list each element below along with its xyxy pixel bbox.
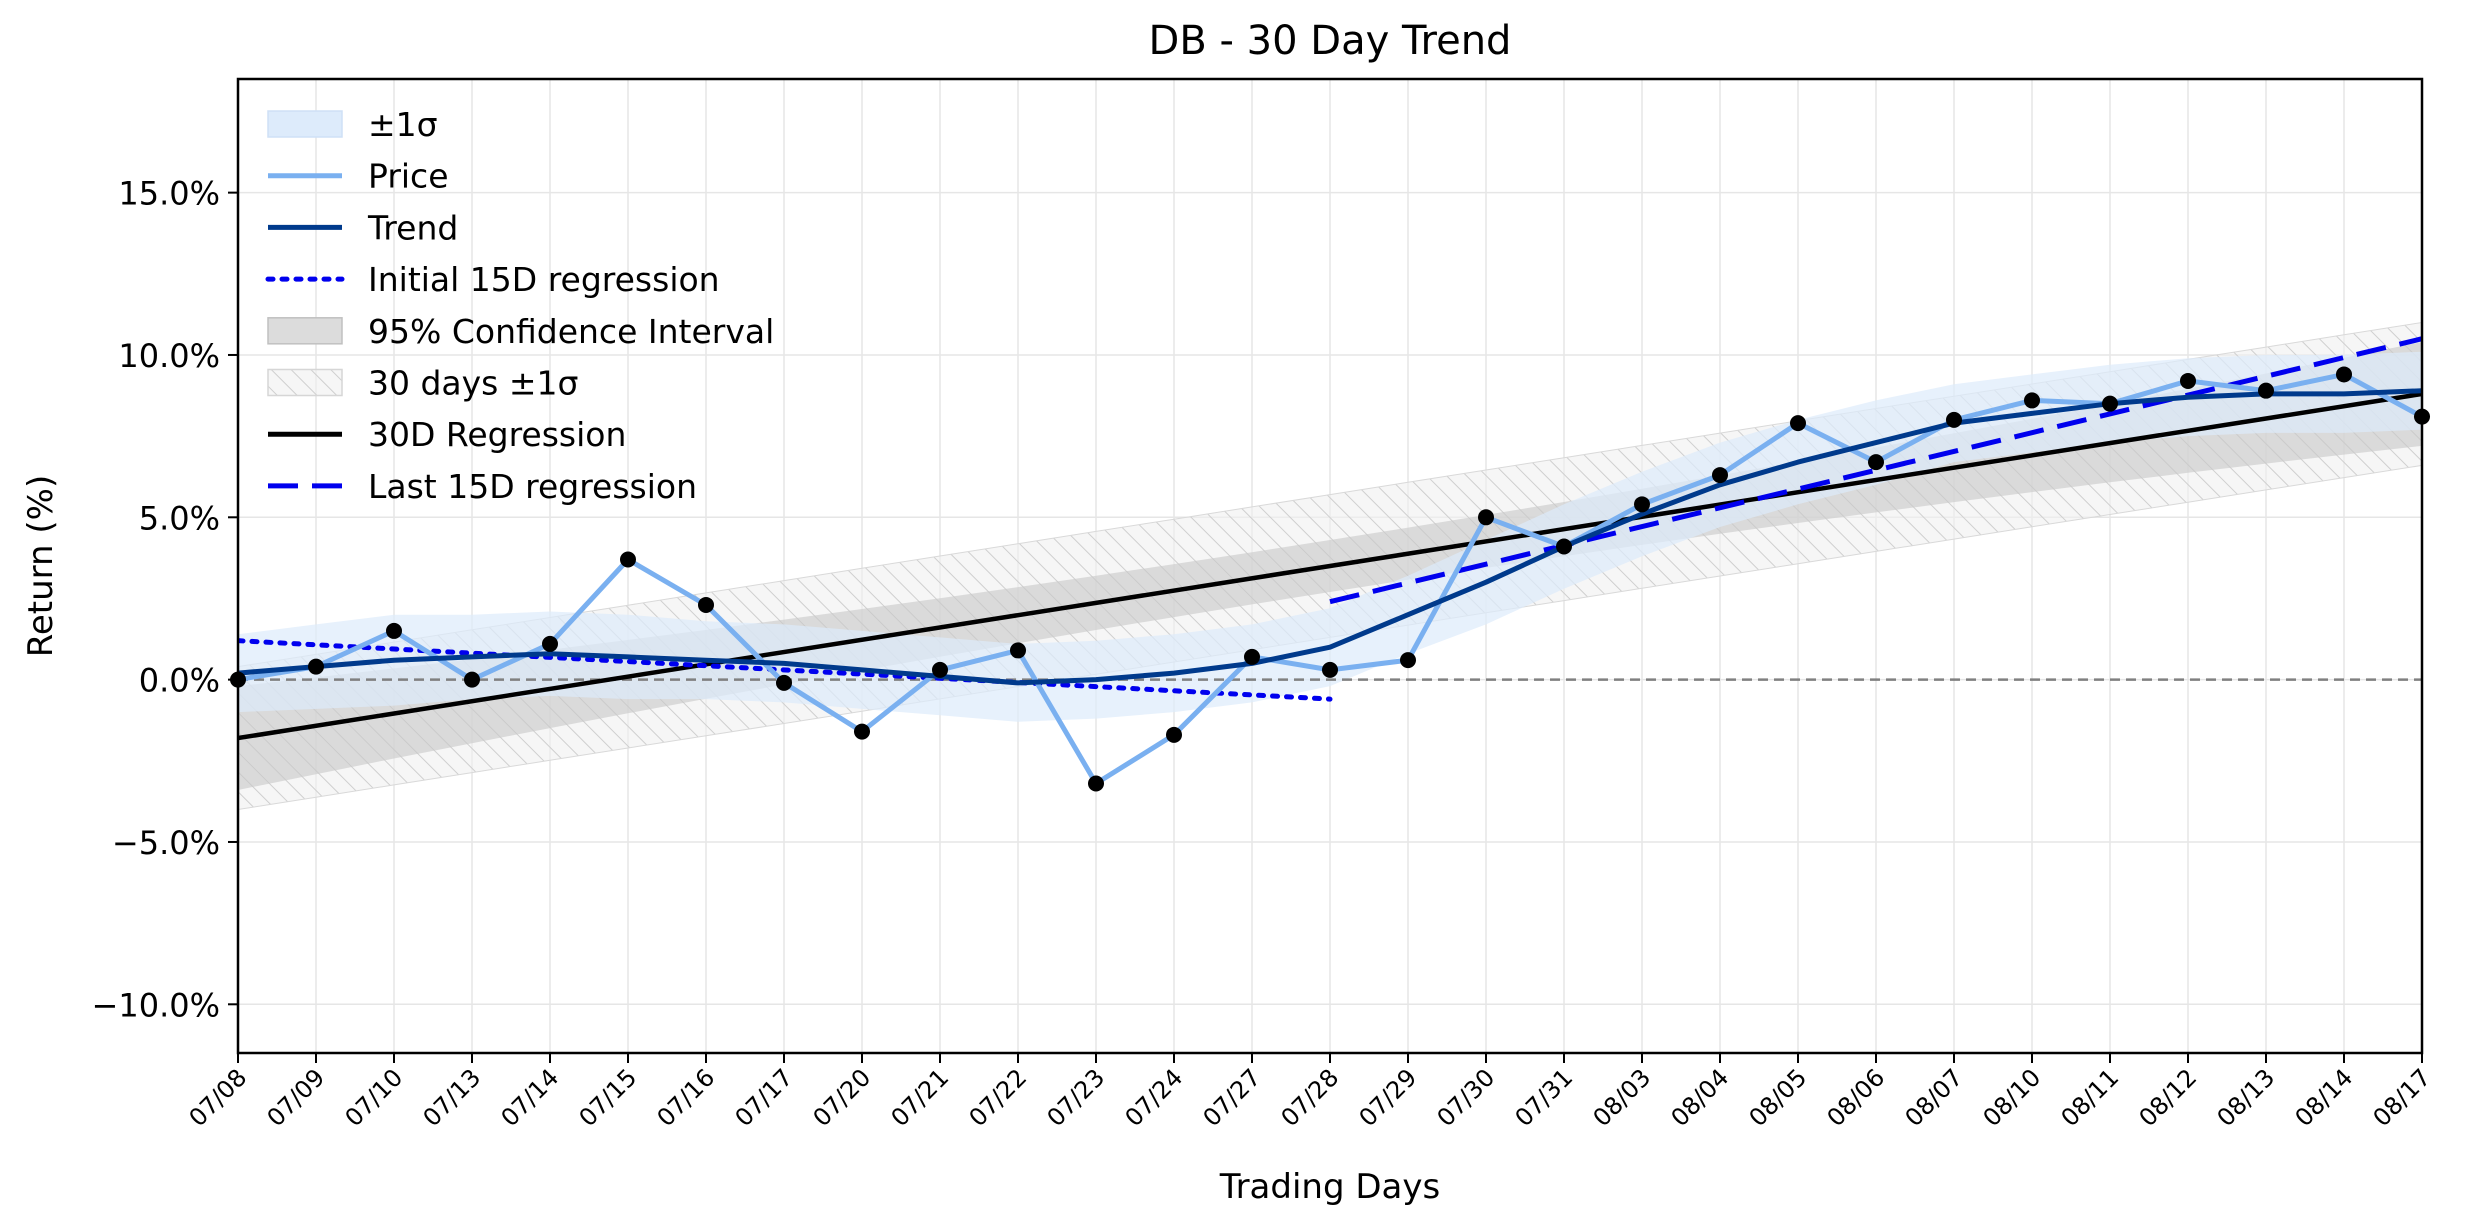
x-tick-label: 08/17 — [2368, 1063, 2437, 1132]
price-points — [230, 366, 2430, 792]
price-point — [1790, 415, 1806, 432]
regression-last-15d-line — [1329, 336, 2422, 605]
y-axis: −10.0% −5.0% 0.0% 5.0% 10.0% 15.0% — [92, 175, 238, 1024]
y-tick-label: 15.0% — [118, 175, 220, 213]
x-tick-label: 08/12 — [2134, 1063, 2203, 1132]
x-tick-label: 07/08 — [184, 1063, 253, 1132]
price-point — [2102, 395, 2118, 412]
legend-item-last-15d: Last 15D regression — [268, 467, 697, 506]
price-point — [1010, 642, 1026, 659]
x-tick-label: 07/14 — [496, 1063, 565, 1132]
legend-label: 30D Regression — [368, 415, 626, 454]
price-point — [1322, 661, 1338, 678]
price-point — [1946, 411, 1962, 428]
y-axis-label: Return (%) — [21, 475, 61, 657]
y-tick-label: 5.0% — [139, 499, 220, 537]
x-tick-label: 07/16 — [652, 1063, 721, 1132]
x-tick-label: 07/13 — [418, 1063, 487, 1132]
regression-30d-line — [238, 391, 2422, 741]
x-tick-label: 08/11 — [2056, 1063, 2125, 1132]
price-point — [1634, 496, 1650, 513]
x-tick-label: 08/14 — [2290, 1063, 2359, 1132]
x-tick-label: 07/24 — [1120, 1063, 1189, 1132]
legend-item-30d-sigma: 30 days ±1σ — [267, 364, 578, 403]
x-tick-label: 07/28 — [1276, 1063, 1345, 1132]
y-tick-label: −5.0% — [112, 824, 220, 862]
legend-item-trend: Trend — [268, 208, 458, 247]
price-point — [932, 661, 948, 678]
x-tick-label: 08/03 — [1588, 1063, 1657, 1132]
price-point — [1244, 648, 1260, 665]
x-tick-label: 08/05 — [1744, 1063, 1813, 1132]
price-point — [542, 635, 558, 652]
x-tick-label: 08/04 — [1666, 1063, 1735, 1132]
legend-item-1-sigma: ±1σ — [267, 105, 438, 144]
price-point — [854, 723, 870, 740]
price-point — [1088, 775, 1104, 792]
regression-initial-15d-line — [238, 638, 1333, 702]
legend-label: 30 days ±1σ — [368, 364, 578, 403]
x-tick-label: 07/22 — [964, 1063, 1033, 1132]
price-point — [620, 551, 636, 568]
x-tick-label: 07/20 — [808, 1063, 877, 1132]
x-tick-label: 07/21 — [886, 1063, 955, 1132]
legend-swatch — [267, 110, 343, 138]
legend-item-confidence: 95% Confidence Interval — [267, 312, 774, 351]
x-tick-label: 07/15 — [574, 1063, 643, 1132]
x-tick-label: 07/17 — [730, 1063, 799, 1132]
x-tick-label: 08/10 — [1978, 1063, 2047, 1132]
legend-label: Initial 15D regression — [368, 260, 720, 299]
x-tick-label: 07/29 — [1354, 1063, 1423, 1132]
y-tick-label: 10.0% — [118, 337, 220, 375]
price-point — [308, 658, 324, 675]
legend-label: Price — [368, 157, 449, 196]
y-tick-label: 0.0% — [139, 662, 220, 700]
x-tick-label: 08/13 — [2212, 1063, 2281, 1132]
price-point — [698, 596, 714, 613]
x-tick-label: 07/09 — [262, 1063, 331, 1132]
price-point — [1400, 652, 1416, 669]
chart-title: DB - 30 Day Trend — [1149, 18, 1512, 64]
price-point — [1868, 454, 1884, 471]
price-point — [2336, 366, 2352, 383]
x-tick-label: 08/07 — [1900, 1063, 1969, 1132]
legend-label: ±1σ — [368, 105, 438, 144]
price-point — [1556, 538, 1572, 555]
price-point — [2258, 382, 2274, 399]
legend-item-initial-15d: Initial 15D regression — [265, 260, 720, 299]
legend-label: Trend — [367, 208, 458, 247]
legend: ±1σ Price Trend Initial 15D regression 95% C… — [265, 105, 774, 506]
trend-line — [238, 388, 2422, 686]
x-tick-label: 07/27 — [1198, 1063, 1267, 1132]
legend-label: Last 15D regression — [368, 467, 697, 506]
legend-swatch — [267, 368, 343, 397]
price-point — [1478, 509, 1494, 526]
legend-item-30d-regression: 30D Regression — [268, 415, 626, 454]
price-point — [1712, 467, 1728, 484]
price-point — [464, 671, 480, 688]
price-point — [2024, 392, 2040, 409]
x-tick-label: 07/31 — [1510, 1063, 1579, 1132]
x-tick-label: 07/10 — [340, 1063, 409, 1132]
legend-swatch — [267, 317, 343, 345]
x-axis: 07/08 07/09 07/10 07/13 07/14 07/15 07/16 07/17… — [184, 1053, 2437, 1132]
price-point — [2180, 372, 2196, 389]
x-tick-label: 07/23 — [1042, 1063, 1111, 1132]
y-tick-label: −10.0% — [92, 986, 220, 1024]
legend-item-price: Price — [268, 157, 449, 196]
price-point — [776, 674, 792, 691]
x-tick-label: 07/30 — [1432, 1063, 1501, 1132]
x-axis-label: Trading Days — [1219, 1167, 1440, 1207]
price-point — [1166, 726, 1182, 743]
series-lines — [238, 336, 2422, 786]
price-point — [386, 622, 402, 639]
legend-label: 95% Confidence Interval — [368, 312, 774, 351]
x-tick-label: 08/06 — [1822, 1063, 1891, 1132]
